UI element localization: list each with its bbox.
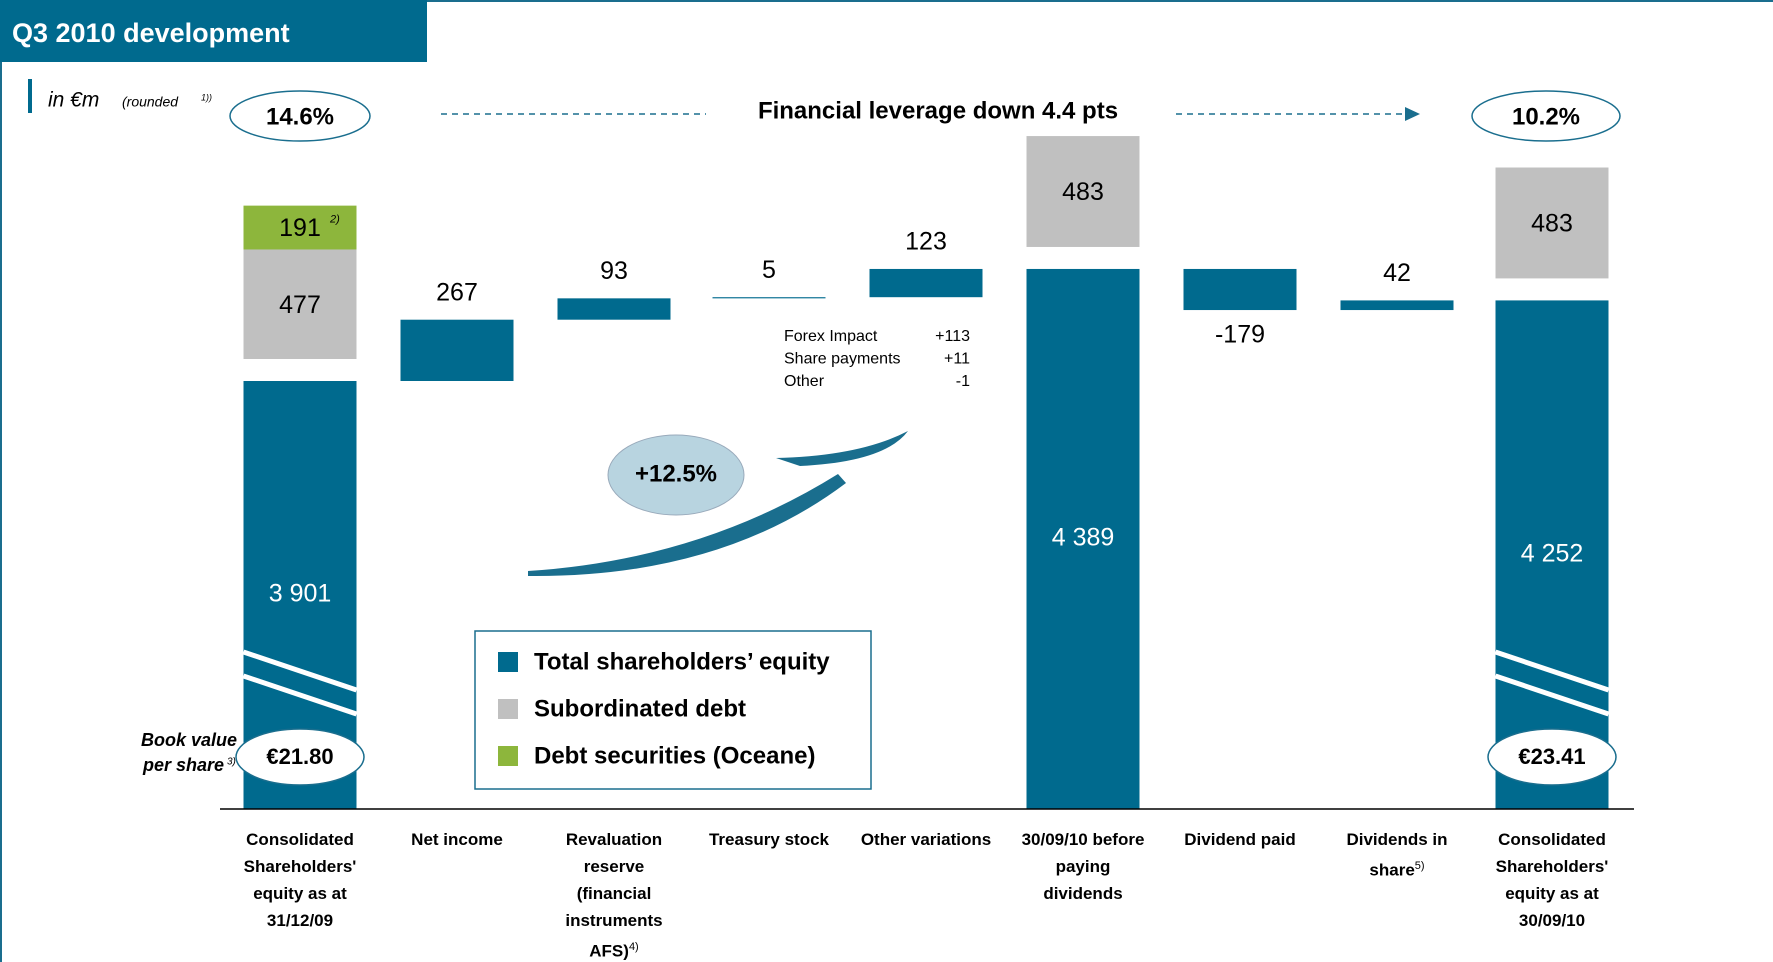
category-text: Dividends in share [1346,830,1447,880]
unit: in €m [48,89,99,112]
value-label: 4 389 [1052,524,1115,552]
growth-swoosh [776,431,908,466]
unit-note-ref: 1)) [201,92,212,102]
value-label: 267 [436,278,478,306]
bars: 3 901 477 191 2) 267 93 5 123 4 389 483 -179 42 4 25… [244,136,1609,809]
legend-label: Subordinated debt [534,695,746,722]
accent [28,79,32,113]
detail-value: -1 [956,373,970,390]
other-variations-detail: Forex Impact +113 Share payments +11 Other -1 [784,328,970,390]
unit-note: (rounded [122,94,179,110]
value-label: 5 [762,256,776,284]
category-label: 30/09/10 before paying dividends [1015,826,1151,907]
bar [713,297,826,298]
detail-value: +113 [935,328,970,345]
value-note: 2) [329,213,340,225]
category-note: 4) [629,941,639,953]
book-value-note: 3) [227,757,236,768]
category-text: 30/09/10 before paying dividends [1022,830,1145,903]
category-text: Consolidated Shareholders' equity as at … [1496,830,1609,930]
slide: Q3 2010 development in €m (rounded 1)) 1… [0,0,1773,962]
book-value-line: Book value [141,730,237,750]
bar [1341,300,1454,310]
category-label: Consolidated Shareholders' equity as at … [232,826,368,934]
detail-label: Share payments [784,351,901,368]
detail-value: +11 [944,351,970,368]
category-text: Revaluation reserve (financial instrumen… [565,830,662,961]
legend-label: Total shareholders’ equity [534,648,830,675]
title: Q3 2010 development [12,18,290,48]
bar [401,320,514,381]
book-value-line: per share [142,755,224,775]
book-value-end: €23.41 [1518,744,1585,769]
chart: Q3 2010 development in €m (rounded 1)) 1… [0,0,1773,962]
value-label: 123 [905,228,947,256]
category-text: Net income [411,830,503,849]
value-label: -179 [1215,321,1265,349]
leverage-text: Financial leverage down 4.4 pts [758,97,1118,124]
value-label: 93 [600,257,628,285]
value-label: 42 [1383,259,1411,287]
value-label: 3 901 [269,580,332,608]
bar [870,269,983,297]
legend-label: Debt securities (Oceane) [534,742,815,769]
legend-swatch [498,746,518,766]
category-text: Dividend paid [1184,830,1295,849]
leverage-end: 10.2% [1512,103,1580,130]
arrow-head [1405,107,1420,121]
category-text: Consolidated Shareholders' equity as at … [244,830,357,930]
book-value-start: €21.80 [266,744,333,769]
value-label: 477 [279,291,321,319]
detail-label: Forex Impact [784,328,878,345]
bar [1184,269,1297,310]
bar [558,298,671,319]
value-label: 191 [279,214,321,242]
category-text: Other variations [861,830,991,849]
category-label: Dividends in share5) [1329,826,1465,884]
book-value-label: Book value [141,730,237,750]
value-label: 483 [1531,210,1573,238]
value-label: 4 252 [1521,539,1584,567]
category-label: Other variations [858,826,994,853]
legend-swatch [498,699,518,719]
category-note: 5) [1415,860,1425,872]
legend-swatch [498,652,518,672]
category-text: Treasury stock [709,830,829,849]
book-value-label: per share [142,755,224,775]
leverage-start: 14.6% [266,103,334,130]
category-label: Revaluation reserve (financial instrumen… [546,826,682,962]
category-label: Net income [389,826,525,853]
growth-label: +12.5% [635,460,717,487]
category-label: Consolidated Shareholders' equity as at … [1484,826,1620,934]
detail-label: Other [784,373,825,390]
category-label: Dividend paid [1172,826,1308,853]
category-label: Treasury stock [701,826,837,853]
value-label: 483 [1062,178,1104,206]
